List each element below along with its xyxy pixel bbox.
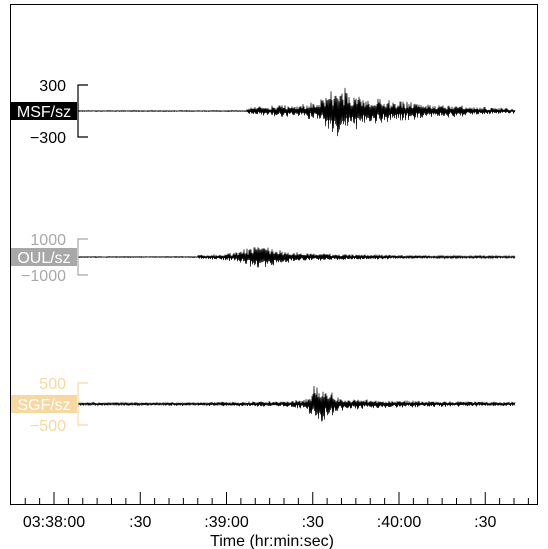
- station-label-box: [11, 248, 77, 266]
- y-tick-label: −500: [30, 418, 66, 435]
- trace-sgf-sz: [77, 385, 516, 422]
- y-tick-label: 1000: [30, 232, 66, 249]
- x-tick-label: :30: [129, 514, 151, 531]
- y-scale-bracket: [77, 238, 88, 276]
- plot-frame: [10, 4, 538, 505]
- station-label: OUL/sz: [17, 250, 70, 267]
- trace-oul-sz: [77, 247, 516, 268]
- station-label-box: [11, 102, 77, 120]
- station-label-box: [11, 395, 77, 413]
- y-tick-label: 500: [39, 376, 66, 393]
- x-tick-label: :39:00: [204, 514, 249, 531]
- station-label: MSF/sz: [17, 104, 71, 121]
- y-tick-label: −300: [30, 130, 66, 147]
- station-label: SGF/sz: [17, 397, 70, 414]
- x-tick-label: 03:38:00: [23, 514, 85, 531]
- trace-msf-sz: [77, 87, 516, 137]
- y-scale-bracket: [77, 382, 88, 426]
- x-tick-label: :30: [302, 514, 324, 531]
- y-scale-bracket: [77, 84, 88, 138]
- x-tick-label: :40:00: [377, 514, 422, 531]
- x-tick-label: :30: [474, 514, 496, 531]
- y-tick-label: −1000: [21, 268, 66, 285]
- y-tick-label: 300: [39, 78, 66, 95]
- x-axis-label: Time (hr:min:sec): [210, 533, 334, 549]
